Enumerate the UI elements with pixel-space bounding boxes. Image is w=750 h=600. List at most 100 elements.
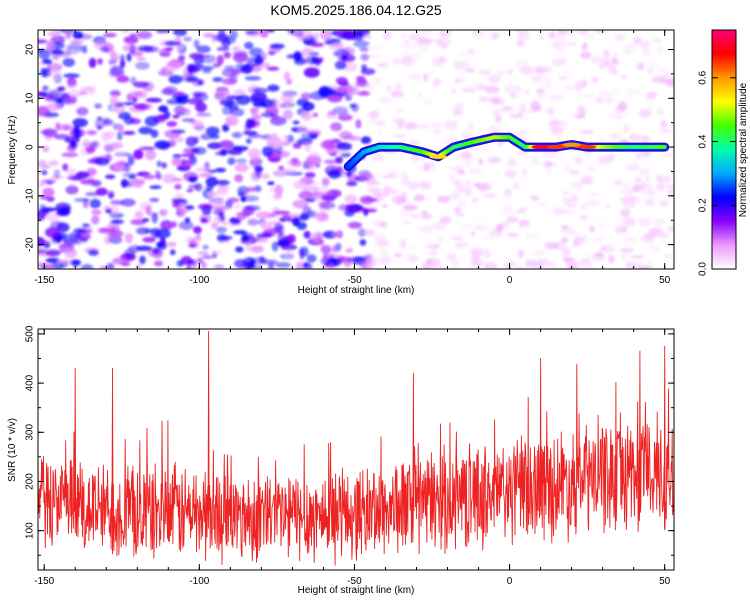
noise-blob <box>615 105 627 114</box>
noise-blob <box>173 30 187 37</box>
noise-blob <box>327 94 343 103</box>
noise-blob <box>464 67 475 73</box>
noise-blob <box>368 45 382 51</box>
noise-blob <box>234 259 247 268</box>
noise-blob <box>431 243 441 250</box>
noise-blob <box>367 187 382 193</box>
spectrogram-noise-layer <box>38 30 674 269</box>
noise-blob <box>326 258 342 267</box>
noise-blob <box>417 92 423 98</box>
noise-blob <box>199 65 215 71</box>
noise-blob <box>119 54 125 62</box>
noise-blob <box>536 259 543 269</box>
noise-blob <box>371 256 383 261</box>
noise-blob <box>260 221 271 230</box>
noise-blob <box>621 112 632 119</box>
noise-blob <box>38 249 47 254</box>
noise-blob <box>658 76 666 85</box>
noise-blob <box>245 30 258 35</box>
noise-blob <box>292 199 309 209</box>
noise-blob <box>396 58 402 65</box>
noise-blob <box>225 95 243 100</box>
noise-blob <box>344 209 355 217</box>
noise-blob <box>161 66 167 76</box>
noise-blob <box>74 197 91 202</box>
noise-blob <box>139 146 156 151</box>
noise-blob <box>402 39 411 44</box>
noise-blob <box>214 167 227 173</box>
noise-blob <box>463 160 473 167</box>
noise-blob <box>92 156 102 163</box>
noise-blob <box>305 155 322 166</box>
noise-blob <box>243 41 254 50</box>
noise-blob <box>187 260 194 265</box>
noise-blob <box>320 139 338 150</box>
noise-blob <box>340 152 351 158</box>
noise-blob <box>360 171 374 181</box>
noise-blob <box>218 30 226 38</box>
noise-blob <box>120 30 130 34</box>
noise-blob <box>174 183 182 190</box>
noise-blob <box>58 50 72 57</box>
noise-blob <box>205 126 220 136</box>
noise-blob <box>555 119 569 129</box>
noise-blob <box>403 220 412 225</box>
noise-blob <box>42 187 55 197</box>
snr-y-tick-label: 300 <box>25 424 36 441</box>
noise-blob <box>461 131 474 140</box>
noise-blob <box>437 236 443 246</box>
noise-blob <box>249 246 265 253</box>
noise-blob <box>358 228 367 237</box>
noise-blob <box>644 175 652 182</box>
noise-blob <box>355 119 362 129</box>
noise-blob <box>270 112 280 120</box>
noise-blob <box>420 30 433 36</box>
noise-blob <box>232 52 249 63</box>
noise-blob <box>110 200 124 206</box>
noise-blob <box>426 71 434 76</box>
noise-blob <box>186 76 199 83</box>
noise-blob <box>335 156 343 164</box>
noise-blob <box>506 158 518 168</box>
noise-blob <box>303 141 312 152</box>
colorbar-tick-label: 0.2 <box>698 198 709 212</box>
colorbar-tick-label: 0.6 <box>698 70 709 84</box>
noise-blob <box>72 31 84 40</box>
noise-blob <box>657 232 670 239</box>
spectrogram-y-tick-label: -10 <box>25 188 36 203</box>
noise-blob <box>342 30 358 40</box>
noise-blob <box>346 136 362 141</box>
noise-blob <box>202 244 209 250</box>
noise-blob <box>175 192 184 200</box>
noise-blob <box>445 165 459 171</box>
noise-blob <box>234 163 249 173</box>
noise-blob <box>637 217 652 227</box>
noise-blob <box>104 174 116 180</box>
noise-blob <box>399 238 406 249</box>
noise-blob <box>604 59 620 67</box>
noise-blob <box>438 56 447 64</box>
noise-blob <box>580 180 594 185</box>
noise-blob <box>50 262 65 269</box>
noise-blob <box>551 58 566 66</box>
noise-blob <box>48 69 62 80</box>
noise-blob <box>213 215 222 226</box>
noise-blob <box>149 211 158 217</box>
noise-blob <box>519 66 534 75</box>
noise-blob <box>292 120 300 125</box>
noise-blob <box>645 60 652 65</box>
noise-blob <box>306 254 317 263</box>
noise-blob <box>314 58 323 64</box>
noise-blob <box>160 88 174 96</box>
noise-blob <box>249 47 264 57</box>
noise-blob <box>142 236 156 243</box>
noise-blob <box>148 197 160 203</box>
noise-blob <box>658 128 674 133</box>
noise-blob <box>323 159 337 164</box>
noise-blob <box>461 60 475 69</box>
noise-blob <box>76 107 89 116</box>
noise-blob <box>312 112 319 118</box>
noise-blob <box>623 124 630 133</box>
noise-blob <box>489 91 499 98</box>
noise-blob <box>607 154 615 162</box>
